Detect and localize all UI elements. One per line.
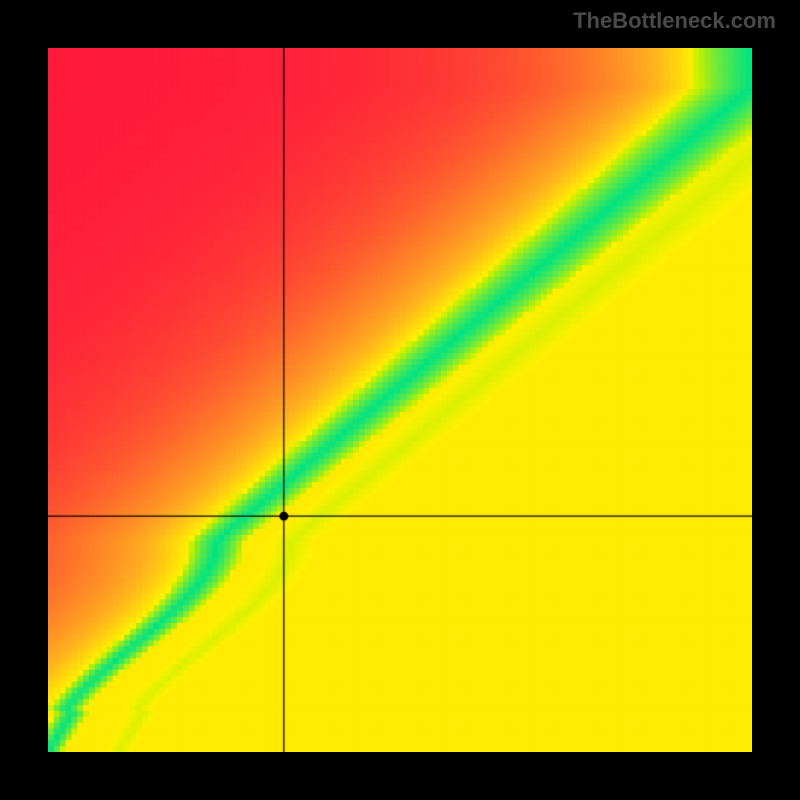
chart-container: TheBottleneck.com xyxy=(0,0,800,800)
bottleneck-heatmap xyxy=(48,48,752,752)
watermark-label: TheBottleneck.com xyxy=(573,8,776,34)
